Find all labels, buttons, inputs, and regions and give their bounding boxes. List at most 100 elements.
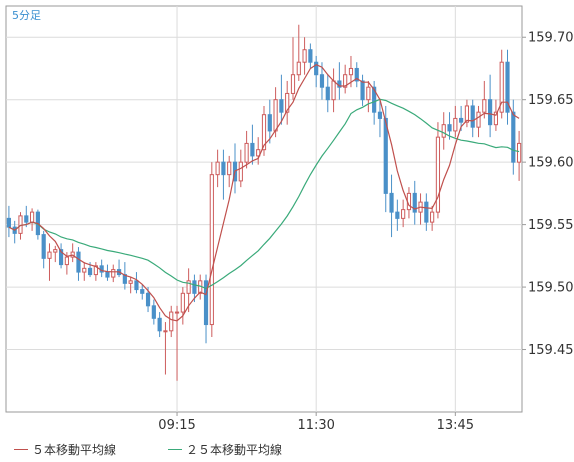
candle-body-down (221, 161, 226, 176)
candle-body-up (186, 280, 191, 294)
candle-body-up (64, 256, 69, 266)
candle-body-down (58, 249, 64, 266)
candle-body-up (273, 99, 278, 132)
candle-body-down (372, 86, 377, 113)
candle-body-up (476, 111, 481, 128)
candle-body-down (424, 201, 429, 223)
candle-body-up (441, 124, 446, 138)
candle-body-up (29, 211, 35, 223)
y-tick-label: 159.70 (528, 31, 574, 46)
candle-body-up (366, 86, 371, 101)
candle-body-down (151, 305, 156, 319)
candle-body-up (401, 209, 406, 219)
candle-body-down (470, 105, 475, 128)
x-tick-label: 13:45 (437, 418, 474, 432)
candle-body-down (279, 99, 284, 113)
candle-body-up (93, 265, 98, 276)
candle-body-down (145, 292, 151, 307)
candle-body-down (360, 80, 365, 101)
candle-body-up (285, 92, 290, 113)
candle-body-up (209, 174, 214, 326)
candle-body-down (412, 192, 417, 213)
candle-body-down (203, 280, 209, 326)
candle-body-up (244, 142, 249, 163)
candle-body-up (435, 136, 441, 213)
candle-body-down (488, 99, 493, 126)
candle-body-down (24, 215, 29, 223)
candle-body-up (180, 292, 185, 313)
candle-body-down (395, 211, 400, 219)
candle-body-down (6, 217, 11, 228)
y-tick-label: 159.65 (528, 93, 574, 108)
candle-body-up (174, 311, 180, 314)
candle-body-up (464, 105, 470, 123)
candle-body-up (163, 330, 168, 333)
plot-area (5, 5, 523, 413)
candle-body-up (331, 80, 336, 101)
candle-body-down (41, 234, 46, 259)
candle-body-up (296, 61, 301, 76)
chart-legend: ５本移動平均線 ２５本移動平均線 (0, 432, 574, 462)
candle-body-down (157, 317, 162, 332)
candle-body-down (511, 111, 516, 163)
candle-body-up (302, 49, 307, 63)
candle-body-up (256, 149, 261, 157)
candle-body-down (505, 61, 510, 113)
candle-body-down (134, 280, 139, 291)
candle-body-up (430, 211, 435, 223)
candle-body-down (354, 67, 359, 82)
candle-body-up (227, 161, 232, 176)
x-tick-label: 09:15 (158, 418, 195, 432)
candle-body-down (377, 111, 383, 119)
candle-body-down (267, 114, 272, 132)
interval-label: 5分足 (12, 9, 41, 22)
candle-body-down (314, 61, 319, 76)
candle-body-down (389, 192, 394, 213)
candle-body-down (325, 86, 330, 101)
candle-body-up (128, 280, 133, 284)
candle-body-down (447, 124, 452, 132)
ma25-line (8, 98, 520, 290)
candle-body-down (76, 251, 81, 273)
candle-body-up (343, 74, 348, 88)
candle-body-up (482, 99, 487, 113)
candle-body-down (308, 49, 313, 63)
candle-body-down (250, 142, 255, 157)
legend-swatch-ma25 (168, 449, 182, 450)
candle-body-up (47, 251, 52, 259)
candle-body-down (87, 267, 93, 276)
candle-body-up (493, 111, 499, 126)
candle-body-up (82, 267, 87, 273)
y-tick-label: 159.45 (528, 343, 574, 358)
legend-label-ma5: ５本移動平均線 (32, 443, 117, 457)
legend-swatch-ma5 (14, 449, 28, 450)
legend-label-ma25: ２５本移動平均線 (186, 443, 283, 457)
candle-body-up (290, 74, 296, 94)
candle-body-up (18, 215, 23, 234)
x-tick-label: 11:30 (297, 418, 334, 432)
candle-body-up (348, 67, 354, 76)
candle-body-down (105, 271, 110, 278)
candle-body-down (192, 280, 197, 294)
y-tick-label: 159.60 (528, 156, 574, 171)
y-tick-label: 159.55 (528, 218, 574, 233)
candle-body-up (169, 311, 174, 332)
legend-item-ma5: ５本移動平均線 (14, 441, 116, 458)
y-tick-label: 159.50 (528, 281, 574, 296)
ma5-line (8, 64, 520, 322)
candle-body-up (238, 161, 243, 182)
chart-canvas: 159.45 159.50 159.55 159.60 159.65 159.70 09:1… (5, 5, 574, 433)
candle-body-up (111, 269, 116, 278)
candle-body-up (453, 117, 458, 132)
candle-body-up (261, 114, 267, 151)
candle-body-up (517, 142, 522, 163)
candle-body-up (499, 61, 504, 113)
candle-body-up (53, 249, 58, 253)
candle-body-up (215, 161, 220, 176)
candle-body-down (319, 74, 325, 88)
candle-body-down (140, 289, 145, 294)
legend-item-ma25: ２５本移動平均線 (168, 441, 282, 458)
candle-body-down (383, 117, 388, 194)
candle-body-down (459, 117, 464, 123)
